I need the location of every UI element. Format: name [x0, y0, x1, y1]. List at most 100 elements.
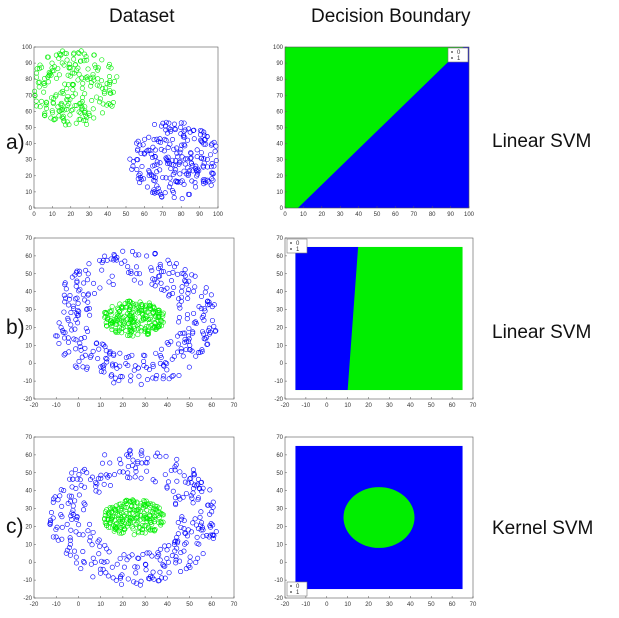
data-point: [137, 180, 143, 186]
data-point: [59, 503, 65, 509]
data-point: [171, 121, 177, 127]
data-point: [76, 358, 82, 364]
data-point: [181, 168, 187, 174]
data-point: [80, 80, 86, 86]
data-point: [123, 497, 129, 503]
data-point: [151, 305, 157, 311]
data-point: [193, 184, 199, 190]
data-point: [65, 339, 71, 345]
data-point: [207, 487, 213, 493]
data-point: [165, 559, 171, 565]
data-point: [66, 545, 72, 551]
data-point: [101, 559, 107, 565]
legend-entry: 1: [457, 56, 461, 62]
data-point: [67, 61, 73, 67]
data-point: [91, 77, 97, 83]
data-point: [144, 184, 150, 190]
y-tick-label: 0: [280, 361, 284, 367]
data-point: [64, 97, 70, 103]
data-point: [164, 547, 170, 553]
data-point: [138, 450, 144, 456]
data-point: [171, 195, 177, 201]
data-point: [186, 278, 192, 284]
data-point: [186, 326, 192, 332]
data-point: [197, 132, 203, 138]
data-point: [157, 273, 163, 279]
data-point: [185, 165, 191, 171]
data-point: [188, 156, 194, 162]
data-point: [112, 79, 118, 85]
data-point: [193, 319, 199, 325]
data-point: [169, 356, 175, 362]
data-point: [117, 456, 123, 462]
data-point: [130, 333, 136, 339]
data-point: [101, 342, 107, 348]
data-point: [104, 546, 110, 552]
data-point: [150, 375, 156, 381]
data-point: [210, 170, 216, 176]
data-point: [102, 253, 108, 259]
data-point: [58, 100, 64, 106]
data-point: [182, 541, 188, 547]
data-point: [102, 509, 108, 515]
data-point: [86, 110, 92, 116]
data-point: [135, 555, 141, 561]
data-point: [149, 553, 155, 559]
data-point: [72, 62, 78, 68]
data-point: [166, 543, 172, 549]
decision-boundary-plot-b: 01-20 -10 0 10 20 30 40 50 60 70-20-1001020304050…: [274, 236, 477, 409]
data-point: [149, 267, 155, 273]
data-point: [144, 468, 150, 474]
data-point: [49, 65, 55, 71]
data-point: [107, 81, 113, 87]
legend-entry: 0: [457, 50, 461, 56]
data-point: [141, 358, 147, 364]
data-point: [198, 137, 204, 143]
data-point: [190, 485, 196, 491]
data-point: [127, 316, 133, 322]
data-point: [85, 328, 91, 334]
data-point: [158, 269, 164, 275]
data-point: [85, 66, 91, 72]
data-point: [109, 327, 115, 333]
data-point: [86, 261, 92, 267]
data-point: [73, 337, 79, 343]
x-tick-label: 0: [325, 403, 329, 409]
data-point: [208, 532, 214, 538]
data-point: [127, 507, 133, 513]
data-point: [191, 136, 197, 142]
data-point: [144, 507, 150, 513]
data-point: [131, 499, 137, 505]
data-point: [187, 554, 193, 560]
data-point: [181, 518, 187, 524]
data-point: [212, 328, 218, 334]
data-point: [63, 550, 69, 556]
x-tick-label: 20: [120, 602, 127, 608]
data-point: [110, 575, 116, 581]
data-point: [111, 316, 117, 322]
data-point: [152, 283, 158, 289]
plot-area: -20 -10 0 10 20 30 40 50 60 70 -20 -10 0 10 20 30 40 50 60…: [23, 236, 238, 409]
data-point: [200, 485, 206, 491]
data-point: [67, 537, 73, 543]
data-point: [185, 527, 191, 533]
y-tick-label: 20: [25, 174, 32, 180]
data-point: [156, 265, 162, 271]
data-point: [179, 271, 185, 277]
data-point: [173, 167, 179, 173]
data-point: [70, 107, 76, 113]
data-point: [99, 460, 105, 466]
data-point: [208, 182, 214, 188]
data-point: [201, 132, 207, 138]
data-point: [123, 355, 129, 361]
data-point: [64, 86, 70, 92]
data-point: [82, 297, 88, 303]
data-point: [42, 82, 48, 88]
x-tick-label: 10: [344, 602, 351, 608]
data-point: [87, 113, 93, 119]
data-point: [73, 120, 79, 126]
method-label-c: Kernel SVM: [492, 518, 594, 539]
data-point: [135, 514, 141, 520]
data-point: [170, 488, 176, 494]
data-point: [183, 540, 189, 546]
